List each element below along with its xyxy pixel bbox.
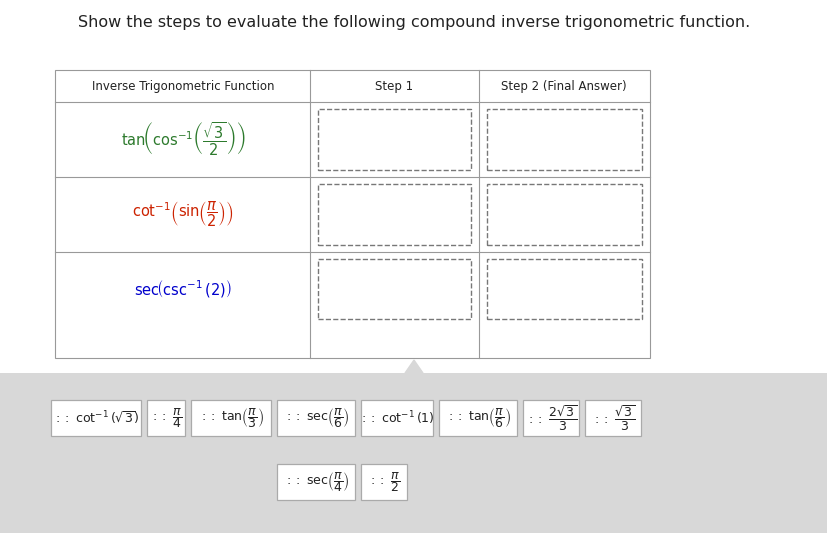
Bar	[486, 184, 641, 245]
Text: $\mathsf{::}\ \cot^{-1}(\sqrt{3})$: $\mathsf{::}\ \cot^{-1}(\sqrt{3})$	[53, 410, 140, 427]
Bar	[0, 373, 827, 533]
Text: Step 2 (Final Answer): Step 2 (Final Answer)	[501, 80, 626, 93]
Text: $\mathrm{sec}\!\left(\csc^{-1}(2)\right)$: $\mathrm{sec}\!\left(\csc^{-1}(2)\right)…	[134, 278, 232, 300]
Bar	[51, 400, 141, 437]
Text: $\mathsf{::}\ \sec\!\left(\dfrac{\pi}{4}\right)$: $\mathsf{::}\ \sec\!\left(\dfrac{\pi}{4}…	[283, 471, 349, 494]
Text: $\mathsf{::}\ \dfrac{\pi}{2}$: $\mathsf{::}\ \dfrac{\pi}{2}$	[368, 471, 400, 494]
Bar	[486, 259, 641, 319]
Bar	[585, 400, 641, 437]
Bar	[277, 400, 355, 437]
Bar	[523, 400, 579, 437]
Text: Inverse Trigonometric Function: Inverse Trigonometric Function	[92, 80, 274, 93]
Text: $\mathsf{::}\ \dfrac{\pi}{4}$: $\mathsf{::}\ \dfrac{\pi}{4}$	[150, 407, 182, 430]
Polygon shape	[404, 360, 423, 373]
Bar	[318, 109, 470, 170]
Bar	[361, 400, 433, 437]
Bar	[318, 259, 470, 319]
Bar	[486, 109, 641, 170]
Text: $\mathsf{::}\ \cot^{-1}(1)$: $\mathsf{::}\ \cot^{-1}(1)$	[359, 409, 435, 427]
Bar	[191, 400, 271, 437]
Text: $\mathrm{tan}\!\left(\cos^{-1}\!\left(\dfrac{\sqrt{3}}{2}\right)\right)$: $\mathrm{tan}\!\left(\cos^{-1}\!\left(\d…	[121, 121, 245, 158]
Text: Step 1: Step 1	[375, 80, 414, 93]
Text: Show the steps to evaluate the following compound inverse trigonometric function: Show the steps to evaluate the following…	[78, 14, 749, 29]
Text: $\mathsf{::}\ \dfrac{2\sqrt{3}}{3}$: $\mathsf{::}\ \dfrac{2\sqrt{3}}{3}$	[525, 403, 576, 433]
Bar	[55, 70, 649, 358]
Text: $\cot^{-1}\!\left(\sin\!\left(\dfrac{\pi}{2}\right)\right)$: $\cot^{-1}\!\left(\sin\!\left(\dfrac{\pi…	[132, 199, 233, 229]
Bar	[277, 464, 355, 500]
Bar	[361, 464, 407, 500]
Bar	[147, 400, 185, 437]
Bar	[318, 184, 470, 245]
Text: $\mathsf{::}\ \tan\!\left(\dfrac{\pi}{6}\right)$: $\mathsf{::}\ \tan\!\left(\dfrac{\pi}{6}…	[445, 407, 510, 430]
Text: $\mathsf{::}\ \dfrac{\sqrt{3}}{3}$: $\mathsf{::}\ \dfrac{\sqrt{3}}{3}$	[591, 403, 634, 433]
Text: $\mathsf{::}\ \sec\!\left(\dfrac{\pi}{6}\right)$: $\mathsf{::}\ \sec\!\left(\dfrac{\pi}{6}…	[283, 407, 349, 430]
Bar	[439, 400, 517, 437]
Text: $\mathsf{::}\ \tan\!\left(\dfrac{\pi}{3}\right)$: $\mathsf{::}\ \tan\!\left(\dfrac{\pi}{3}…	[198, 407, 264, 430]
